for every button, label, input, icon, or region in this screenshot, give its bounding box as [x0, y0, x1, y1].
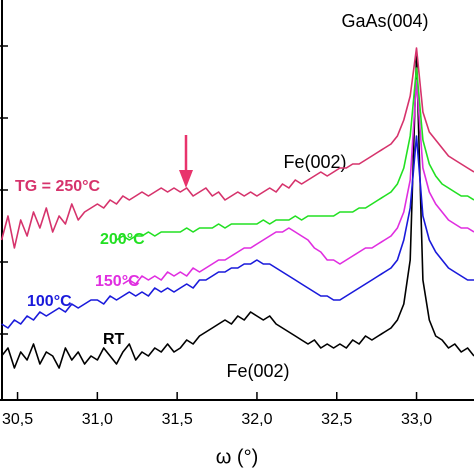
- x-axis-label: ω (°): [216, 446, 259, 468]
- x-tick-label: 32,5: [321, 411, 352, 428]
- x-tick-label: 30,5: [2, 411, 33, 428]
- series-label: 200°C: [100, 231, 145, 248]
- x-tick-label: 31,0: [82, 411, 113, 428]
- x-tick-label: 31,5: [162, 411, 193, 428]
- series-line: [116, 67, 474, 241]
- annotation: GaAs(004): [341, 11, 428, 31]
- x-tick-label: 33,0: [401, 411, 432, 428]
- annotation: Fe(002): [226, 361, 289, 381]
- series-line: [1, 135, 474, 329]
- series-label: RT: [103, 331, 125, 348]
- x-tick-label: 32,0: [241, 411, 272, 428]
- series-line: [122, 79, 474, 285]
- series-label: 100°C: [27, 293, 72, 310]
- series-label: TG = 250°C: [15, 178, 101, 195]
- series-line: [0, 47, 474, 249]
- arrow: [179, 135, 193, 188]
- series-label: 150°C: [95, 273, 140, 290]
- annotation: Fe(002): [283, 152, 346, 172]
- series-line: [0, 55, 474, 369]
